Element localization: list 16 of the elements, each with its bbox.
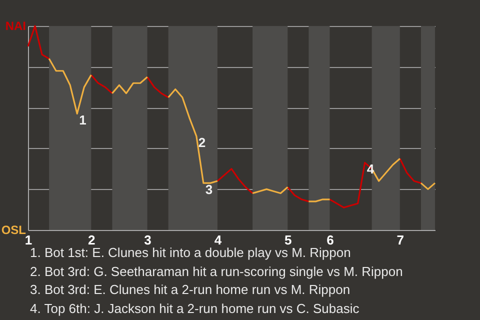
text: 4. Top 6th: J. Jackson hit a 2-run home run vs C. Subasic bbox=[30, 300, 360, 318]
annotation: 3 bbox=[205, 182, 213, 198]
annotation: 1 bbox=[79, 112, 86, 128]
x-tick-label: 4 bbox=[214, 232, 222, 248]
series-label: NAI bbox=[5, 19, 26, 33]
x-tick-label: 5 bbox=[284, 232, 292, 248]
x-tick-label: 1 bbox=[24, 232, 32, 248]
x-tick-label: 6 bbox=[326, 232, 334, 248]
annotation: 2 bbox=[198, 135, 206, 150]
text: OSL bbox=[1, 223, 26, 237]
text: 3. Bot 3rd: E. Clunes hit a 2-run home run vs M. Rippon bbox=[30, 281, 352, 299]
text: 2. Bot 3rd: G. Seetharaman hit a run-scoring single vs M. Rippon bbox=[30, 262, 403, 281]
x-tick-label: 2 bbox=[88, 232, 96, 248]
x-tick-label: 7 bbox=[396, 232, 404, 248]
x-tick-label: 3 bbox=[144, 232, 152, 248]
text: 1. Bot 1st: E. Clunes hit into a double play vs M. Rippon bbox=[30, 245, 351, 260]
